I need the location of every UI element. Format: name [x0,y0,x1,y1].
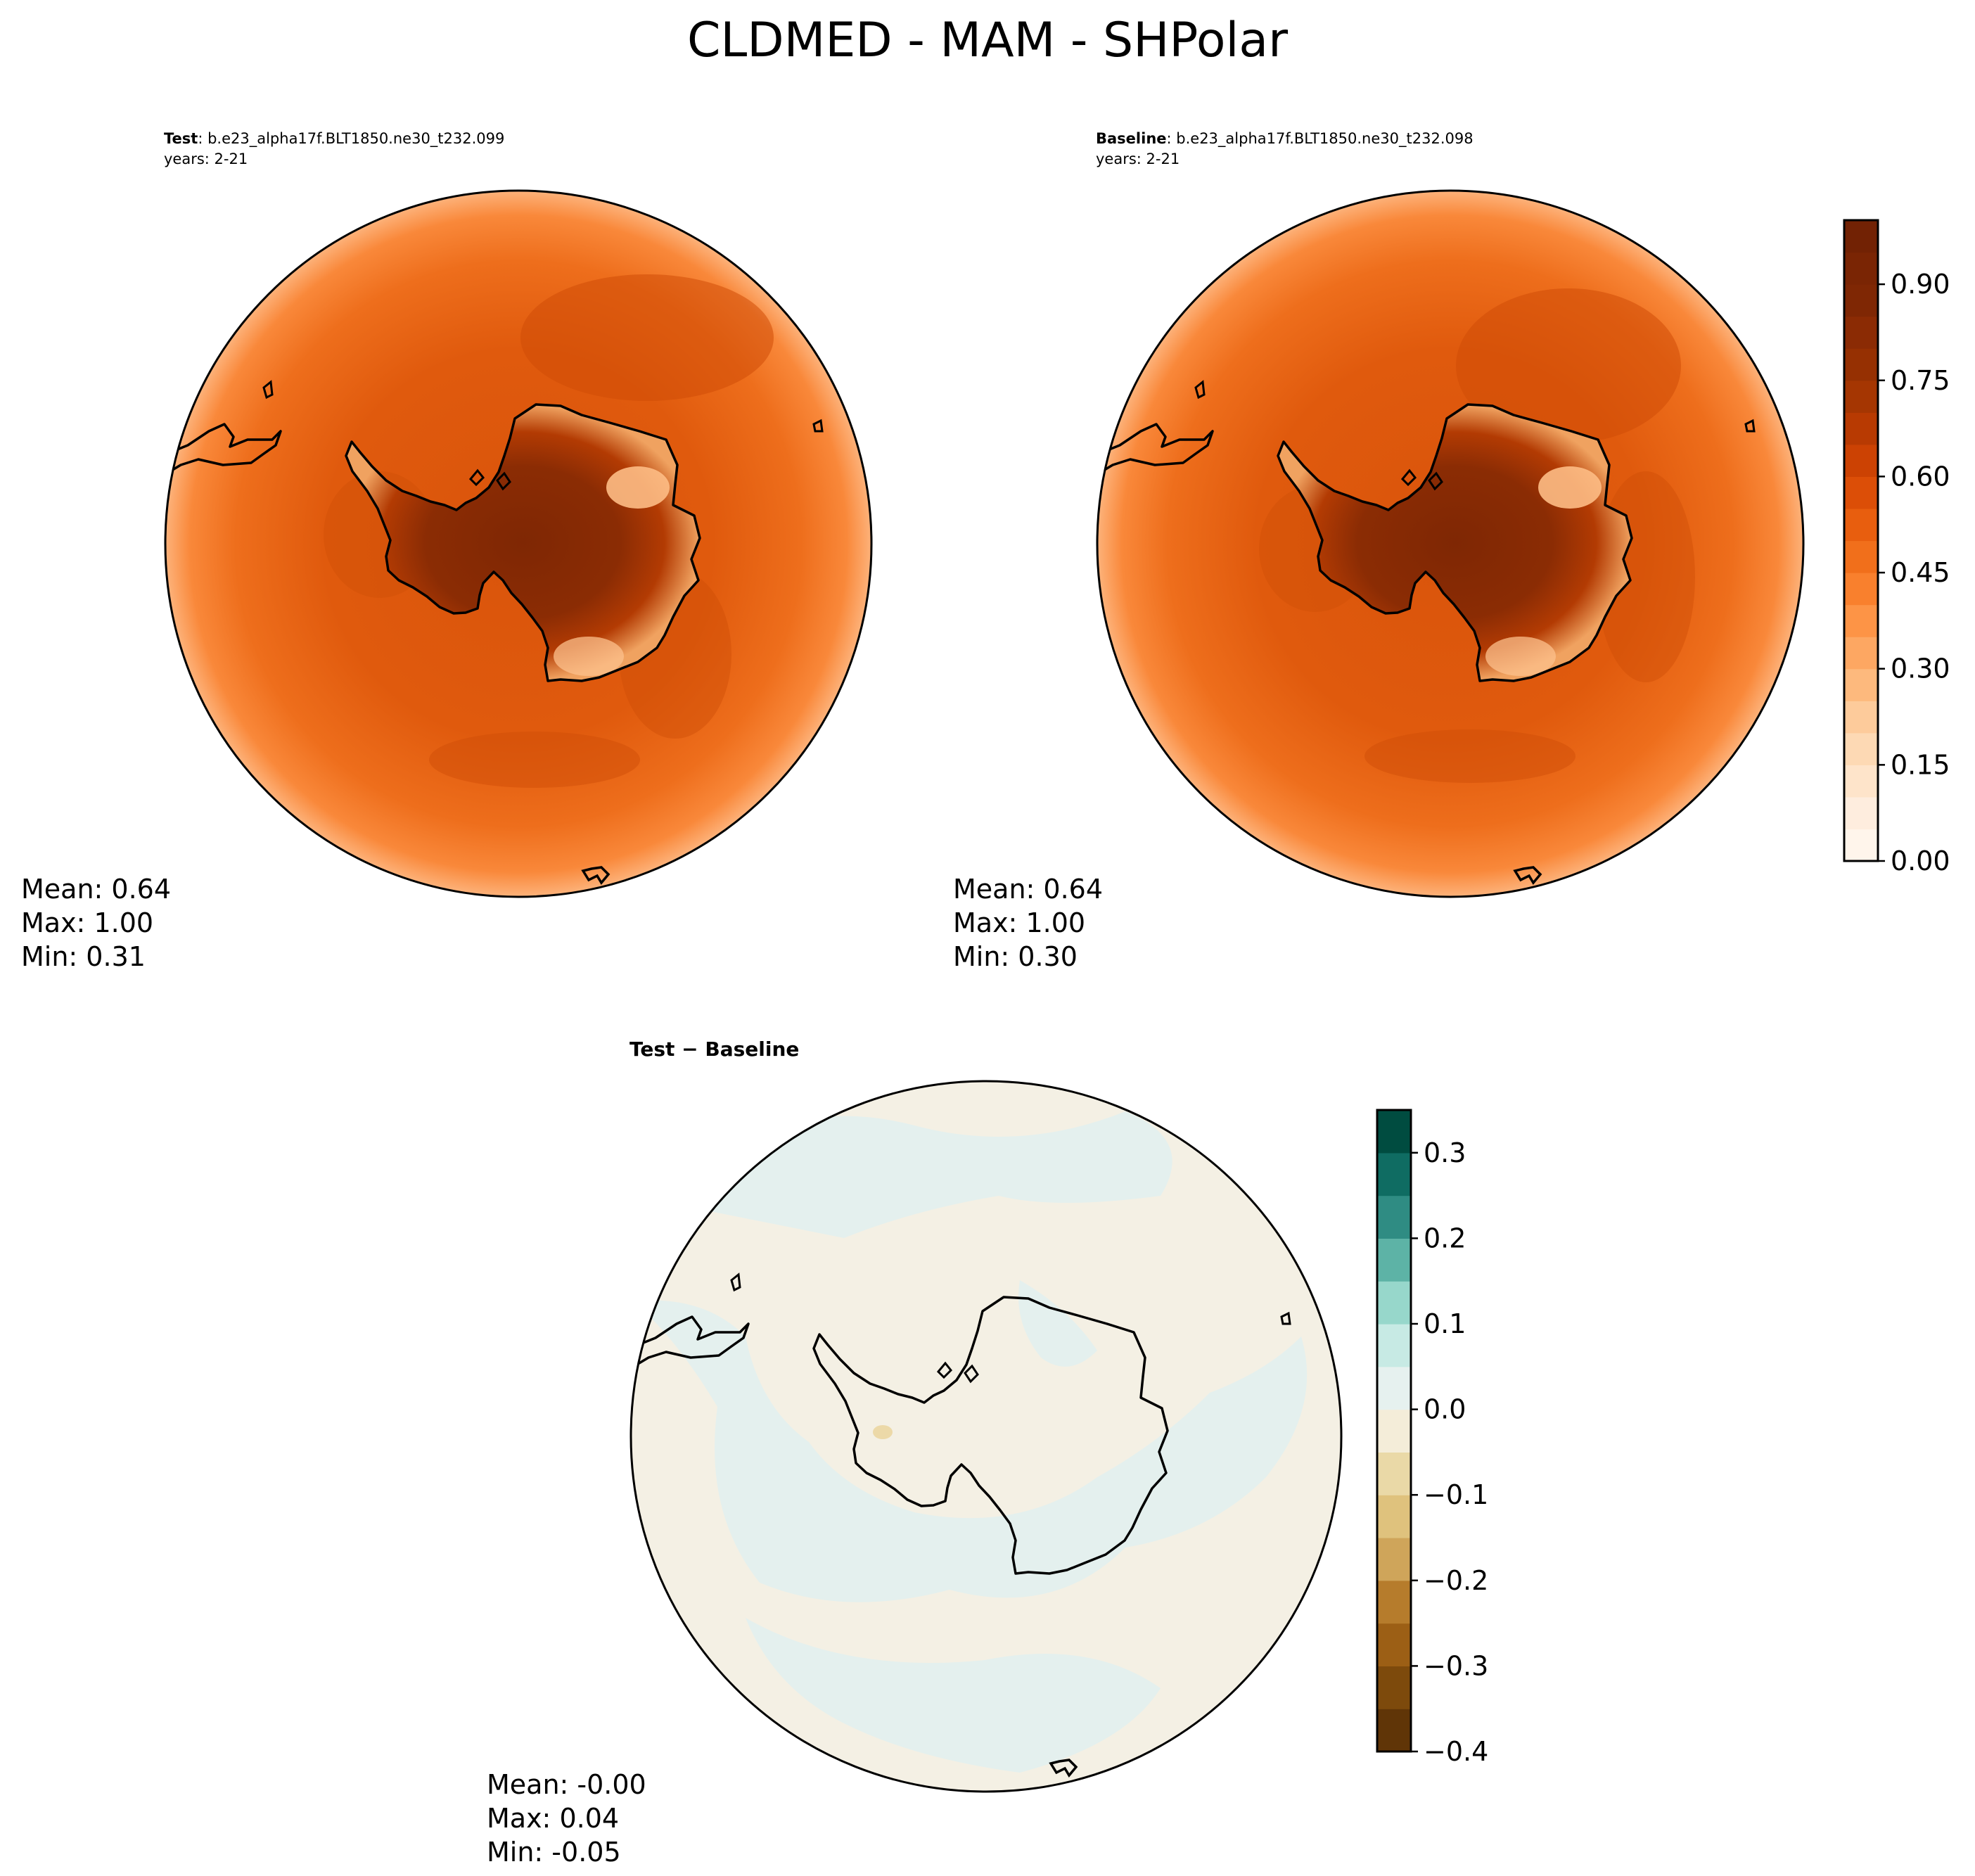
difference-colorbar-tick-label: 0.1 [1424,1308,1466,1339]
difference-colorbar-segment [1377,1324,1411,1367]
difference-colorbar-segment [1377,1366,1411,1410]
difference-colorbar-tick-label: −0.1 [1424,1479,1488,1510]
main-colorbar-segment [1844,637,1878,670]
test-mean-stat: Mean: 0.64 [21,874,171,905]
test-max-stat: Max: 1.00 [21,907,153,938]
difference-colorbar-segment [1377,1409,1411,1453]
main-colorbar-segment [1844,252,1878,285]
main-colorbar: 0.00 0.15 0.30 0.45 0.60 0.75 0.90 [1843,219,1950,876]
main-colorbar-tick-label: 0.60 [1891,461,1950,492]
baseline-label: Baseline [1096,130,1167,147]
test-label: Test [164,130,198,147]
main-colorbar-segment [1844,573,1878,606]
test-panel: Test: b.e23_alpha17f.BLT1850.ne30_t232.0… [21,130,873,972]
baseline-mean-stat: Mean: 0.64 [953,874,1103,905]
main-colorbar-segment [1844,668,1878,701]
main-colorbar-segment [1844,316,1878,349]
baseline-case-name: : b.e23_alpha17f.BLT1850.ne30_t232.098 [1167,130,1474,148]
main-colorbar-segment [1844,220,1878,253]
test-map [165,191,871,897]
difference-colorbar-segment [1377,1152,1411,1197]
difference-map [631,1081,1341,1792]
difference-colorbar-frame [1376,1109,1412,1753]
main-colorbar-segment [1844,412,1878,445]
difference-colorbar-segment [1377,1495,1411,1538]
difference-colorbar-segment [1377,1666,1411,1709]
main-colorbar-segment [1844,380,1878,413]
difference-colorbar-segment [1377,1538,1411,1581]
difference-colorbar-tick-label: −0.2 [1424,1565,1488,1596]
main-colorbar-segment [1844,701,1878,734]
difference-colorbar-segment [1377,1452,1411,1495]
figure-title: CLDMED - MAM - SHPolar [687,13,1288,68]
baseline-panel-subtitle: years: 2-21 [1096,151,1180,167]
difference-panel: Test − Baseline Mean: -0.00 Max: 0.04 Mi… [487,1038,1343,1868]
difference-colorbar-tick-label: 0.2 [1424,1223,1466,1253]
baseline-map [1097,191,1803,897]
baseline-min-stat: Min: 0.30 [953,941,1078,972]
difference-colorbar-segment [1377,1195,1411,1239]
test-case-name: : b.e23_alpha17f.BLT1850.ne30_t232.099 [198,130,504,148]
test-panel-subtitle: years: 2-21 [164,151,248,167]
difference-colorbar-segment [1377,1281,1411,1325]
main-colorbar-segment [1844,540,1878,573]
difference-colorbar-tick-label: −0.4 [1424,1736,1488,1767]
difference-min-stat: Min: -0.05 [487,1837,621,1868]
difference-panel-title: Test − Baseline [629,1038,799,1061]
difference-colorbar-segment [1377,1110,1411,1154]
main-colorbar-tick-label: 0.15 [1891,749,1950,780]
main-colorbar-frame [1843,219,1879,862]
difference-colorbar-tick-label: 0.0 [1424,1394,1466,1425]
difference-colorbar-segment [1377,1238,1411,1282]
baseline-panel-title: Baseline: b.e23_alpha17f.BLT1850.ne30_t2… [1096,130,1474,148]
main-colorbar-tick-label: 0.75 [1891,365,1950,396]
baseline-panel: Baseline: b.e23_alpha17f.BLT1850.ne30_t2… [953,130,1805,972]
main-colorbar-segment [1844,829,1878,862]
main-colorbar-segment [1844,732,1878,765]
difference-colorbar: −0.4 −0.3 −0.2 −0.1 0.0 0.1 0.2 0.3 [1376,1109,1488,1767]
main-colorbar-segment [1844,508,1878,542]
difference-map-boundary [629,1080,1343,1793]
difference-mean-stat: Mean: -0.00 [487,1769,646,1800]
main-colorbar-segment [1844,348,1878,381]
difference-colorbar-segment [1377,1580,1411,1624]
difference-colorbar-segment [1377,1623,1411,1666]
test-min-stat: Min: 0.31 [21,941,146,972]
main-colorbar-tick-label: 0.90 [1891,269,1950,300]
difference-colorbar-segment [1377,1709,1411,1752]
test-map-boundary [164,189,873,898]
main-colorbar-segment [1844,796,1878,830]
test-panel-title: Test: b.e23_alpha17f.BLT1850.ne30_t232.0… [164,130,504,148]
main-colorbar-tick-label: 0.45 [1891,557,1950,588]
main-colorbar-segment [1844,284,1878,317]
baseline-max-stat: Max: 1.00 [953,907,1085,938]
main-colorbar-tick-label: 0.00 [1891,846,1950,876]
baseline-map-boundary [1096,189,1805,898]
main-colorbar-segment [1844,604,1878,637]
difference-colorbar-tick-label: −0.3 [1424,1650,1488,1681]
main-colorbar-segment [1844,765,1878,798]
difference-max-stat: Max: 0.04 [487,1803,619,1834]
main-colorbar-segment [1844,444,1878,477]
main-colorbar-tick-label: 0.30 [1891,653,1950,684]
difference-colorbar-tick-label: 0.3 [1424,1137,1466,1168]
main-colorbar-segment [1844,476,1878,509]
